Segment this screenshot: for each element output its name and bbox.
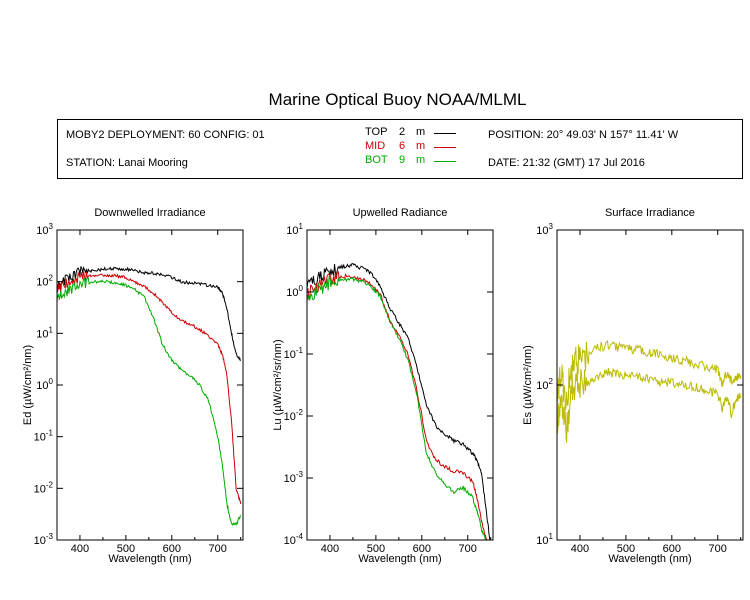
series-line-Es1: [557, 339, 742, 410]
series-group: [307, 263, 491, 540]
legend-name: TOP: [365, 126, 388, 138]
y-tick-label: 100: [286, 284, 303, 299]
legend-depth: 6: [399, 140, 406, 152]
info-box: MOBY2 DEPLOYMENT: 60 CONFIG: 01 STATION:…: [57, 119, 743, 179]
legend-depth: 9: [399, 154, 406, 166]
legend-unit: m: [416, 154, 426, 166]
page-title: Marine Optical Buoy NOAA/MLML: [268, 90, 527, 109]
x-tick-label: 700: [459, 543, 477, 555]
x-tick-label: 600: [663, 543, 681, 555]
y-tick-label: 102: [536, 377, 553, 392]
chart-panel-0: Downwelled Irradiance 400 500 600 700 Wavelen…: [22, 207, 244, 565]
legend-depth: 2: [399, 126, 406, 138]
legend-unit: m: [416, 140, 426, 152]
deployment-text: MOBY2 DEPLOYMENT: 60 CONFIG: 01: [66, 129, 265, 141]
legend-name: MID: [365, 140, 386, 152]
y-axis-label: Lu (µW/cm²/sr/nm): [272, 339, 284, 430]
series-line-MID: [57, 271, 242, 504]
chart-panel-2: Surface Irradiance 400 500 600 700 Wavelength…: [522, 207, 744, 565]
chart-panel-1: Upwelled Radiance 400 500 600 700 Wavelength …: [272, 207, 494, 565]
series-line-MID: [307, 271, 488, 540]
y-tick-label: 10-2: [34, 480, 54, 495]
legend-line: [434, 133, 456, 134]
station-text: STATION: Lanai Mooring: [66, 157, 188, 169]
x-axis-label: Wavelength (nm): [108, 553, 191, 565]
y-tick-label: 101: [536, 532, 553, 547]
x-tick-label: 700: [709, 543, 727, 555]
x-tick-label: 500: [367, 543, 385, 555]
y-tick-label: 101: [36, 325, 53, 340]
y-tick-label: 10-1: [284, 346, 304, 361]
series-line-BOT: [307, 275, 488, 540]
legend-name: BOT: [365, 154, 388, 166]
y-tick-label: 10-3: [34, 532, 54, 547]
series-line-BOT: [57, 277, 242, 527]
y-tick-label: 10-3: [284, 470, 304, 485]
x-tick-label: 600: [413, 543, 431, 555]
y-tick-label: 10-2: [284, 408, 304, 423]
y-tick-label: 100: [36, 377, 53, 392]
position-text: POSITION: 20° 49.03' N 157° 11.41' W: [488, 129, 679, 141]
date-text: DATE: 21:32 (GMT) 17 Jul 2016: [488, 157, 645, 169]
x-tick-label: 500: [617, 543, 635, 555]
y-axis-label: Es (µW/cm²/nm): [522, 345, 534, 425]
series-line-TOP: [57, 265, 241, 362]
y-axis-label: Ed (µW/cm²/nm): [22, 345, 34, 425]
legend-line: [434, 147, 456, 148]
x-tick-label: 500: [117, 543, 135, 555]
chart-title: Surface Irradiance: [605, 207, 695, 219]
x-tick-label: 400: [71, 543, 89, 555]
series-line-TOP: [307, 263, 491, 540]
x-tick-label: 400: [321, 543, 339, 555]
plot-frame: [306, 229, 494, 541]
x-axis-label: Wavelength (nm): [608, 553, 691, 565]
chart-title: Upwelled Radiance: [353, 207, 448, 219]
legend-unit: m: [416, 126, 426, 138]
x-tick-label: 400: [571, 543, 589, 555]
y-tick-label: 103: [536, 222, 553, 237]
y-tick-label: 101: [286, 222, 303, 237]
y-tick-label: 102: [36, 274, 53, 289]
series-group: [557, 339, 742, 443]
legend-line: [434, 161, 456, 162]
x-tick-label: 600: [163, 543, 181, 555]
chart-title: Downwelled Irradiance: [94, 207, 205, 219]
series-group: [57, 265, 242, 527]
y-tick-label: 10-1: [34, 429, 54, 444]
x-axis-label: Wavelength (nm): [358, 553, 441, 565]
x-tick-label: 700: [209, 543, 227, 555]
y-tick-label: 10-4: [284, 532, 304, 547]
series-line-Es2: [557, 367, 742, 443]
y-tick-label: 103: [36, 222, 53, 237]
